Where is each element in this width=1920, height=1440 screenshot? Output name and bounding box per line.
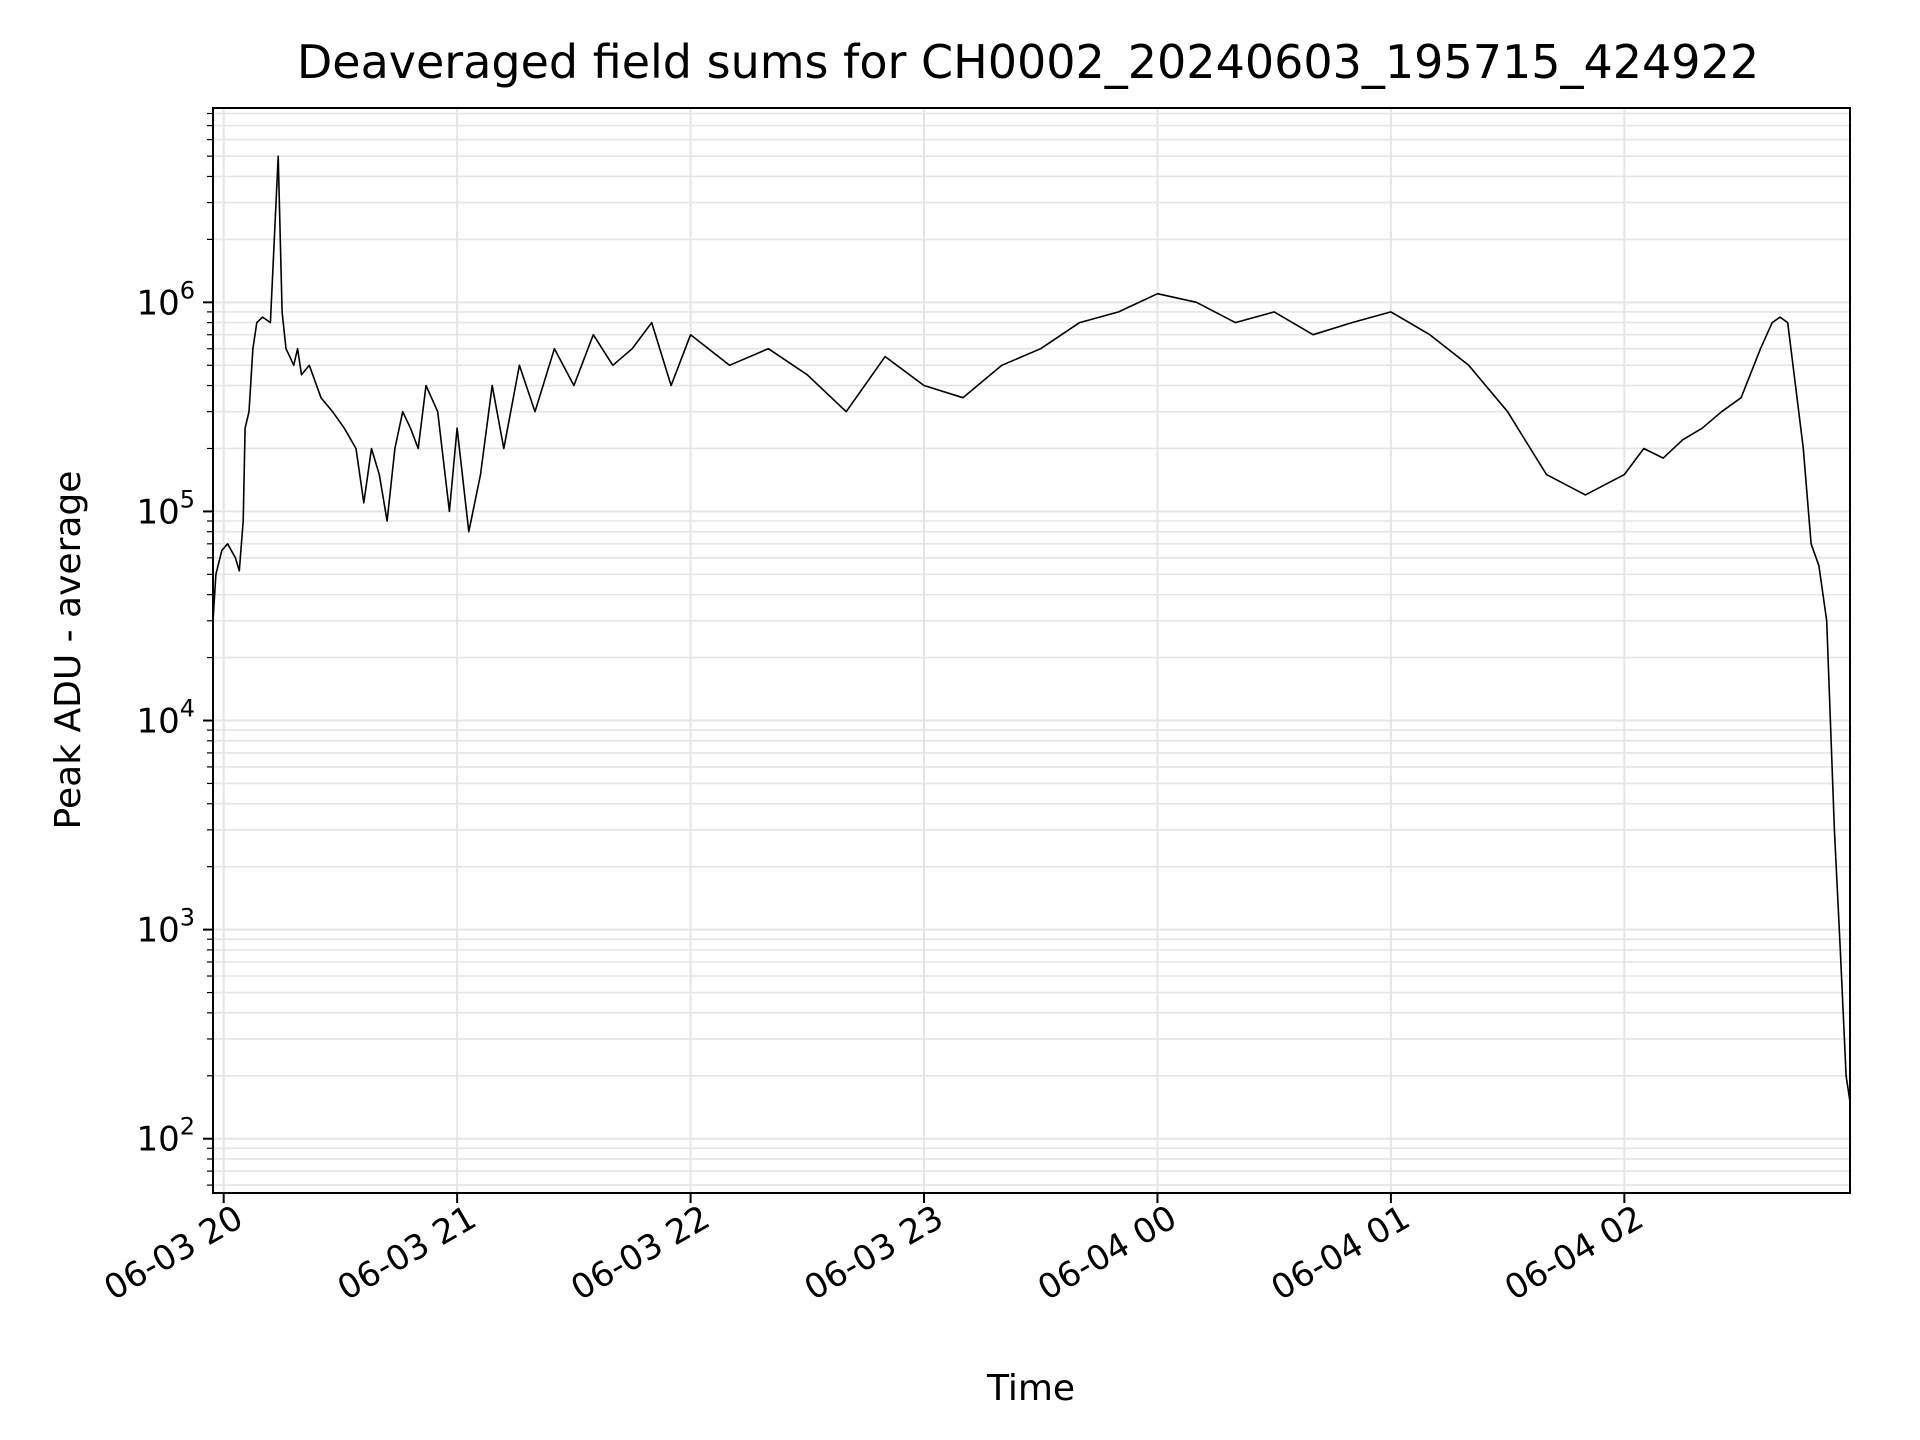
y-ticks: 102 103 104 105 106 [136, 112, 213, 1186]
x-tick-label: 06-03 21 [331, 1198, 483, 1309]
y-tick-label: 103 [136, 904, 195, 951]
y-tick-label: 104 [136, 695, 195, 742]
x-tick-label: 06-04 00 [1031, 1198, 1183, 1309]
grid [213, 108, 1850, 1193]
x-tick-label: 06-04 02 [1498, 1198, 1650, 1309]
x-ticks: 06-03 20 06-03 21 06-03 22 06-03 23 06-04 00… [97, 1193, 1651, 1309]
plot-frame [212, 107, 1851, 1194]
x-tick-label: 06-04 01 [1265, 1198, 1417, 1309]
x-tick-label: 06-03 20 [97, 1198, 249, 1309]
y-axis-label: Peak ADU - average [48, 471, 89, 830]
x-axis-label: Time [986, 1368, 1075, 1409]
data-area [212, 155, 1851, 1103]
x-tick-label: 06-03 22 [564, 1198, 716, 1309]
y-tick-label: 106 [136, 276, 195, 323]
chart-title: Deaveraged field sums for CH0002_2024060… [297, 35, 1759, 89]
series-line [212, 155, 1851, 1103]
x-tick-label: 06-03 23 [798, 1198, 950, 1309]
y-tick-label: 102 [136, 1113, 195, 1160]
y-tick-label: 105 [136, 485, 195, 532]
